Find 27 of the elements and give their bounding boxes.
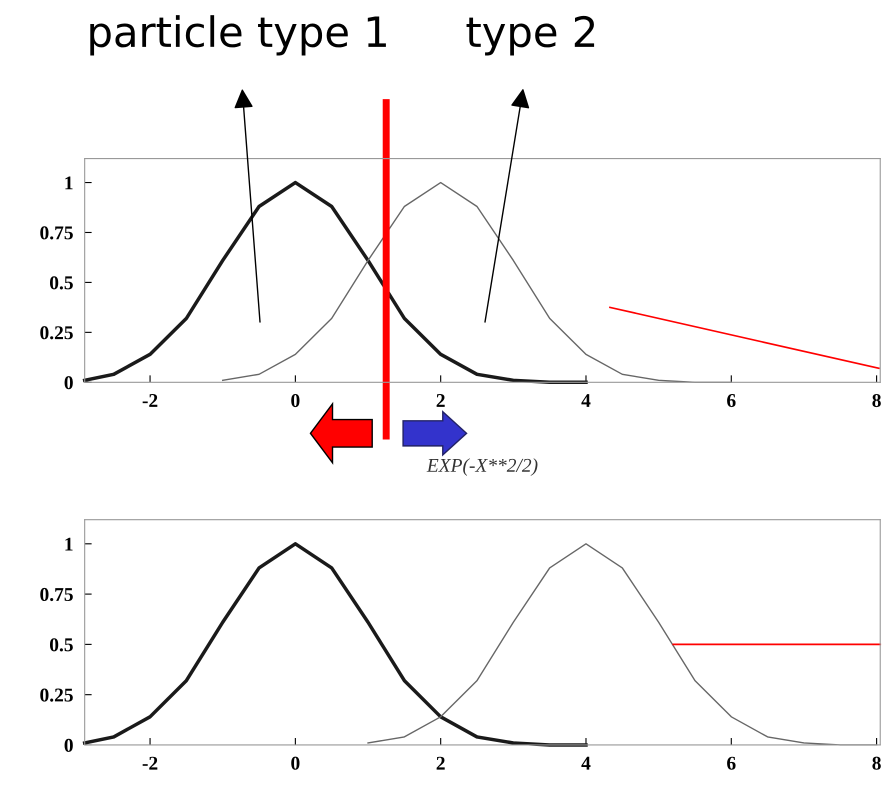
y-tick-label: 0.75 [40, 588, 73, 602]
y-tick-label: 0 [64, 738, 73, 752]
y-tick-label: 0.5 [50, 638, 73, 652]
x-tick-label: 6 [727, 394, 736, 408]
x-tick-label: 2 [436, 394, 445, 407]
x-tick-label: -2 [142, 394, 158, 407]
x-tick-label: 0 [291, 756, 300, 770]
y-tick-label: 0.75 [40, 226, 73, 240]
y-tick-label: 0.25 [40, 688, 73, 702]
line-series [82, 180, 588, 384]
x-tick-label: 8 [872, 756, 881, 770]
y-tick-label: 1 [65, 538, 73, 551]
x-axis-title: EXP(-X**2/2) [426, 458, 538, 476]
x-tick-label: 4 [581, 394, 590, 407]
y-tick-label: 0.5 [50, 276, 73, 290]
y-tick-label: 0.25 [40, 326, 73, 340]
text: particle type 1 [90, 15, 386, 56]
x-tick-label: 4 [581, 756, 590, 770]
x-tick-label: 8 [872, 394, 881, 408]
line-series [82, 542, 588, 747]
x-tick-label: 0 [291, 394, 300, 408]
y-tick-label: 0 [64, 376, 73, 390]
text: type 2 [466, 16, 594, 56]
x-tick-label: -2 [142, 756, 158, 770]
x-tick-label: 2 [436, 756, 445, 770]
x-tick-label: 6 [727, 756, 736, 770]
y-tick-label: 1 [65, 176, 73, 190]
